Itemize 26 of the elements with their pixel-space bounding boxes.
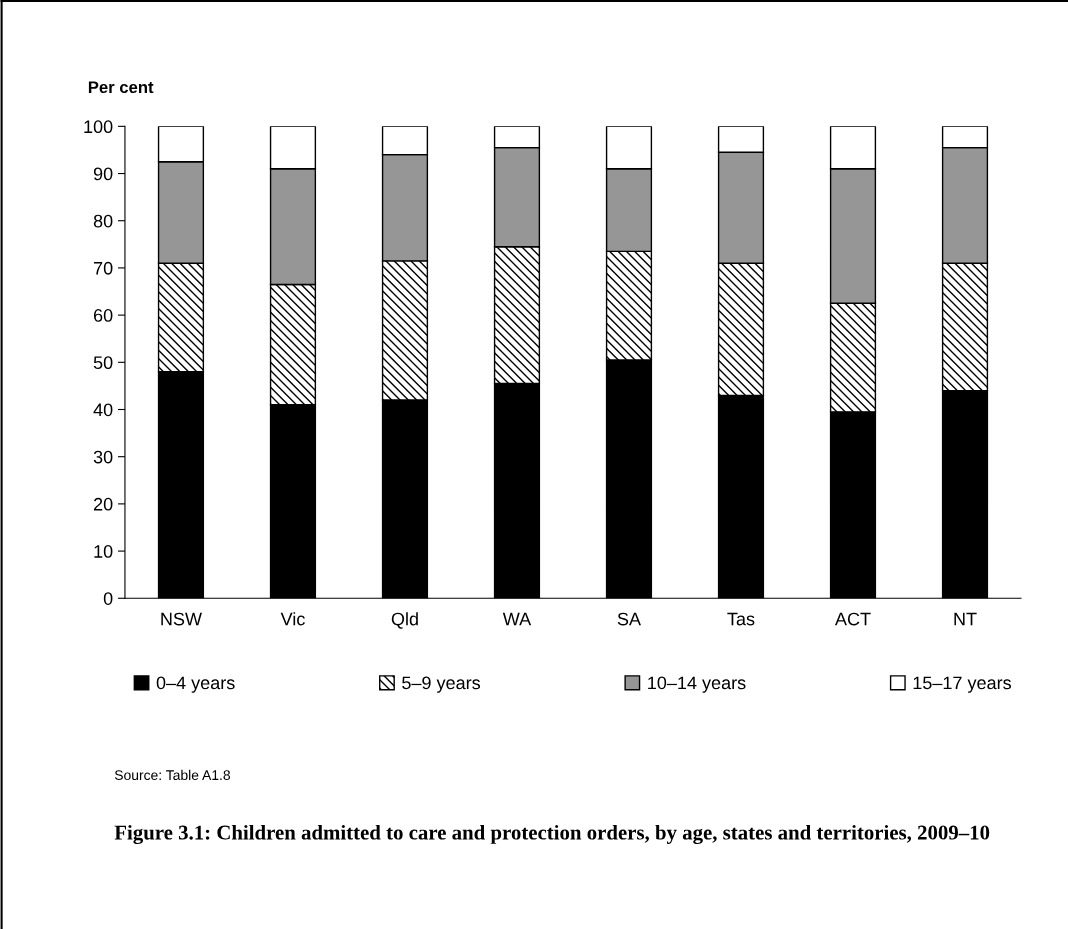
y-tick-label: 70 (93, 261, 113, 275)
x-tick-label: Vic (280, 612, 305, 626)
y-axis-title: Per cent (88, 81, 154, 94)
y-tick-label: 10 (94, 545, 113, 558)
x-tick-label: NSW (161, 612, 202, 626)
x-tick-label: SA (617, 612, 641, 626)
y-tick-label: 0 (103, 592, 113, 605)
y-tick-label: 60 (93, 309, 113, 322)
x-tick-label: ACT (834, 612, 871, 626)
source-note: Source: Table A1.8 (114, 769, 231, 781)
legend-label: 10–14 years (648, 676, 746, 693)
y-tick-label: 40 (93, 403, 113, 417)
text: Figure 3.1: Children admitted to care and protection orders, by age, states and territories, 2009–10 (114, 824, 990, 845)
y-tick-label: 90 (93, 167, 113, 181)
y-tick-label: 50 (93, 356, 113, 370)
y-tick-label: 80 (93, 214, 113, 228)
y-tick-label: 30 (93, 450, 113, 464)
x-tick-label: Qld (391, 612, 418, 629)
x-tick-label: WA (502, 612, 532, 626)
legend-label: 15–17 years (913, 676, 1011, 693)
y-tick-label: 20 (93, 497, 113, 511)
x-tick-label: NT (954, 612, 977, 626)
y-tick-label: 100 (84, 120, 113, 134)
legend-label: 5–9 years (402, 676, 481, 693)
x-tick-label: Tas (727, 612, 755, 626)
legend-label: 0–4 years (156, 676, 235, 693)
